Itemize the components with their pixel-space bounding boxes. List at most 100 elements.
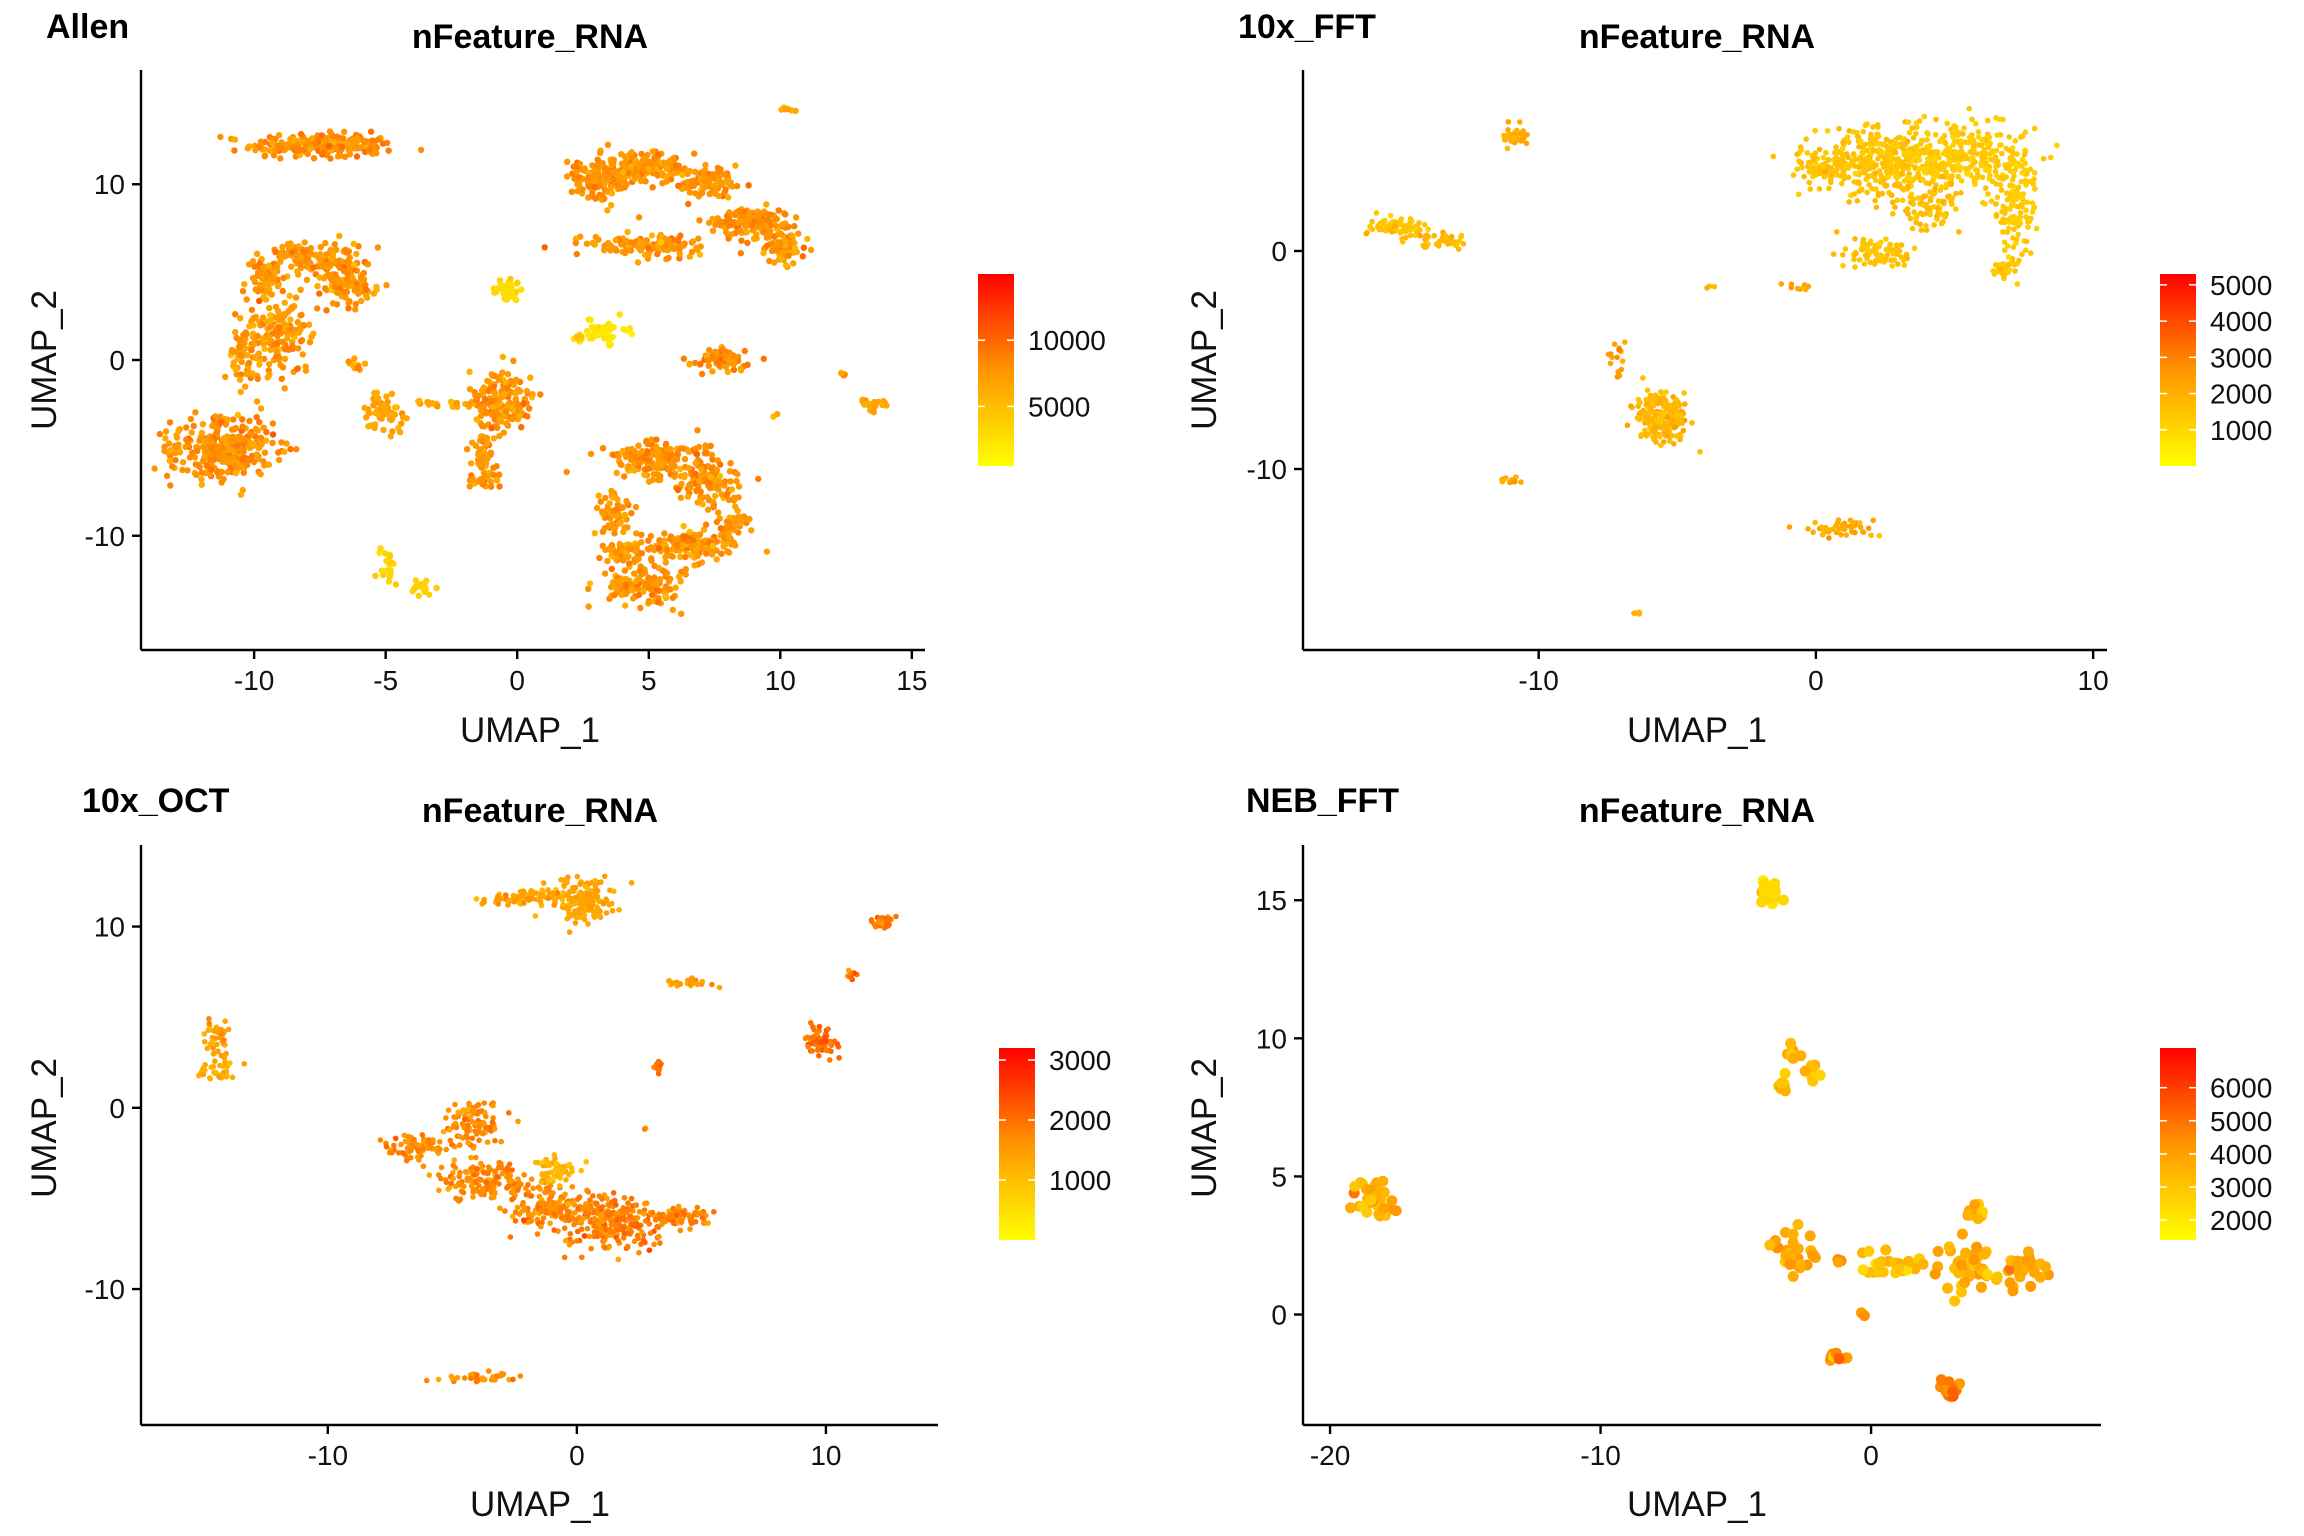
data-point bbox=[1512, 134, 1518, 141]
data-point bbox=[2029, 209, 2036, 215]
data-point bbox=[678, 480, 685, 488]
data-point bbox=[234, 442, 241, 449]
data-point bbox=[216, 1062, 223, 1069]
data-point bbox=[2010, 149, 2016, 156]
data-point bbox=[253, 398, 261, 405]
data-point bbox=[288, 305, 295, 312]
data-point bbox=[1681, 390, 1687, 396]
data-point bbox=[1456, 238, 1463, 244]
cluster-7 bbox=[1501, 119, 1530, 152]
data-point bbox=[1922, 210, 1929, 217]
data-point bbox=[266, 133, 273, 141]
data-point bbox=[374, 244, 382, 251]
data-point bbox=[499, 282, 506, 289]
data-point bbox=[1838, 532, 1844, 538]
data-point bbox=[1926, 180, 1933, 187]
data-point bbox=[1846, 199, 1852, 205]
data-point bbox=[600, 901, 607, 907]
data-point bbox=[771, 259, 778, 266]
data-point bbox=[328, 130, 335, 137]
data-point bbox=[766, 218, 773, 226]
data-point bbox=[651, 154, 658, 162]
data-point bbox=[511, 295, 519, 303]
data-point bbox=[1624, 422, 1631, 429]
data-point bbox=[1889, 143, 1896, 149]
data-point bbox=[611, 591, 618, 599]
data-point bbox=[1611, 341, 1618, 348]
y-axis-label: UMAP_2 bbox=[25, 290, 64, 430]
data-point bbox=[1876, 532, 1883, 539]
data-point bbox=[609, 158, 617, 165]
data-point bbox=[279, 287, 286, 295]
data-point bbox=[1647, 392, 1654, 399]
data-point bbox=[1983, 160, 1989, 166]
data-point bbox=[725, 518, 732, 526]
data-point bbox=[314, 282, 321, 290]
data-point bbox=[2010, 244, 2017, 251]
data-point bbox=[1805, 283, 1812, 290]
data-point bbox=[744, 239, 751, 247]
data-point bbox=[675, 182, 682, 189]
data-point bbox=[252, 425, 260, 433]
data-point bbox=[371, 424, 378, 432]
data-point bbox=[645, 478, 653, 485]
data-point bbox=[1634, 415, 1641, 421]
data-point bbox=[237, 491, 245, 498]
data-point bbox=[322, 239, 329, 247]
data-point bbox=[283, 440, 290, 447]
data-point bbox=[453, 399, 460, 407]
data-point bbox=[1864, 189, 1870, 196]
data-point bbox=[1963, 165, 1969, 172]
data-point bbox=[1373, 210, 1380, 216]
data-point bbox=[1862, 122, 1869, 129]
data-point bbox=[1657, 434, 1663, 440]
data-point bbox=[761, 228, 768, 235]
data-point bbox=[637, 238, 644, 246]
data-point bbox=[463, 446, 471, 453]
data-point bbox=[1697, 449, 1703, 455]
data-point bbox=[320, 148, 328, 155]
data-point bbox=[1907, 194, 1913, 200]
cluster-15 bbox=[490, 275, 525, 303]
data-point bbox=[645, 251, 652, 258]
data-point bbox=[183, 424, 190, 431]
data-point bbox=[693, 451, 701, 458]
data-point bbox=[2006, 267, 2013, 273]
data-point bbox=[601, 570, 609, 577]
y-axis-label: UMAP_2 bbox=[1185, 290, 1224, 430]
data-point bbox=[1840, 252, 1846, 258]
data-point bbox=[727, 182, 734, 189]
data-point bbox=[1920, 193, 1927, 200]
data-point bbox=[192, 409, 199, 416]
data-point bbox=[529, 391, 536, 398]
data-point bbox=[466, 368, 473, 375]
data-point bbox=[1893, 170, 1899, 177]
data-point bbox=[299, 351, 306, 358]
data-point bbox=[469, 439, 476, 446]
data-point bbox=[488, 371, 495, 378]
data-point bbox=[608, 183, 616, 191]
y-tick-label: -10 bbox=[1247, 454, 1287, 485]
data-point bbox=[1436, 239, 1442, 246]
data-point bbox=[1833, 144, 1839, 150]
data-point bbox=[594, 156, 601, 163]
data-point bbox=[433, 584, 440, 592]
data-point bbox=[237, 352, 244, 359]
data-point bbox=[706, 176, 714, 183]
data-point bbox=[241, 436, 248, 443]
panel-allen: Allen nFeature_RNA UMAP_1 UMAP_2 -10 -5 0 5… bbox=[25, 8, 1106, 750]
data-point bbox=[685, 448, 693, 455]
data-point bbox=[1860, 165, 1866, 171]
data-point bbox=[575, 182, 583, 189]
data-point bbox=[616, 907, 622, 913]
data-point bbox=[688, 182, 696, 190]
data-point bbox=[1907, 199, 1914, 206]
data-point bbox=[284, 240, 292, 248]
data-point bbox=[318, 132, 326, 139]
data-point bbox=[564, 173, 571, 180]
data-point bbox=[1847, 523, 1854, 530]
data-point bbox=[380, 426, 387, 434]
data-point bbox=[1609, 354, 1615, 361]
plot-title: nFeature_RNA bbox=[412, 18, 648, 56]
data-point bbox=[671, 473, 678, 480]
